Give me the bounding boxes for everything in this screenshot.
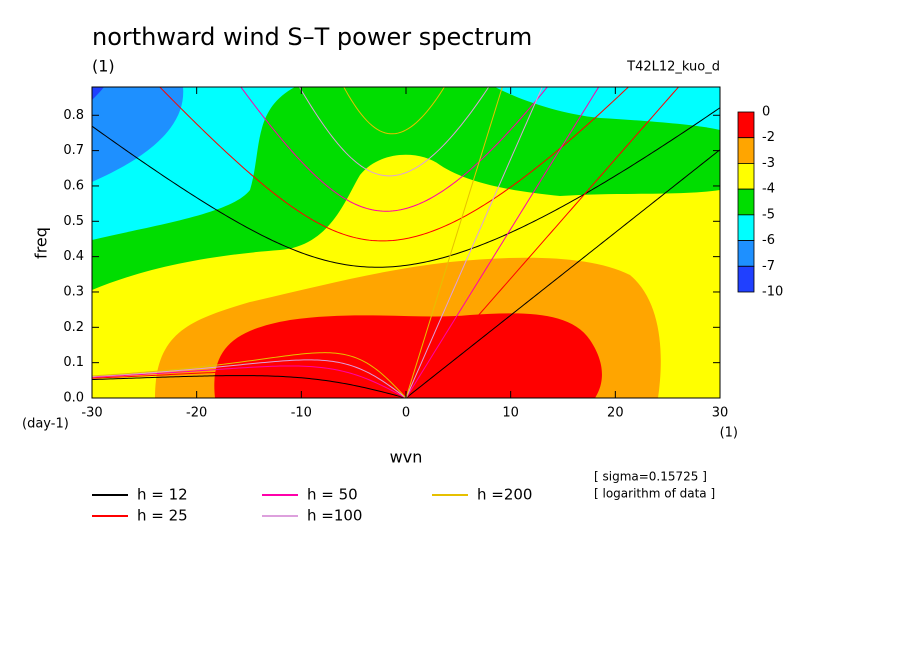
y-tick-label: 0.6 — [63, 178, 84, 193]
colorbar-box — [737, 214, 755, 241]
plot-area — [92, 87, 720, 398]
colorbar-label: -7 — [762, 259, 775, 274]
dispersion-curve — [405, 87, 680, 398]
colorbar-label: 0 — [762, 105, 770, 120]
legend-label: h = 50 — [307, 486, 358, 504]
legend-label: h =100 — [307, 507, 362, 525]
y-tick-label: 0.0 — [63, 391, 84, 406]
y-unit: (day-1) — [22, 417, 69, 432]
x-tick-label: 20 — [607, 406, 624, 421]
x-unit: (1) — [720, 426, 738, 441]
colorbar-label: -6 — [762, 233, 775, 248]
legend-label: h =200 — [477, 486, 532, 504]
colorbar-box — [737, 111, 755, 139]
colorbar-box — [737, 188, 755, 216]
colorbar-label: -3 — [762, 156, 775, 171]
x-axis-label: wvn — [390, 448, 423, 467]
colorbar-label: -4 — [762, 182, 775, 197]
run-label: T42L12_kuo_d — [626, 60, 720, 75]
colorbar-label: -10 — [762, 285, 783, 300]
dispersion-curve — [298, 87, 490, 177]
contour-fill — [92, 87, 104, 100]
colorbar-box — [737, 240, 755, 267]
dispersion-curve — [92, 352, 407, 398]
legend-label: h = 12 — [137, 486, 188, 504]
x-tick-label: -20 — [186, 406, 207, 421]
x-tick-label: -30 — [81, 406, 102, 421]
note: [ sigma=0.15725 ] — [594, 470, 707, 484]
y-tick-label: 0.7 — [63, 143, 84, 158]
y-axis-label: freq — [32, 227, 51, 259]
x-tick-label: 0 — [402, 406, 410, 421]
dispersion-curve — [405, 87, 600, 398]
y-tick-label: 0.8 — [63, 108, 84, 123]
y-tick-label: 0.2 — [63, 320, 84, 335]
colorbar-box — [737, 137, 755, 164]
chart-title: northward wind S–T power spectrum — [92, 23, 532, 51]
legend-label: h = 25 — [137, 507, 188, 525]
dispersion-curve — [343, 87, 445, 135]
subtitle: (1) — [92, 57, 115, 76]
y-tick-label: 0.5 — [63, 214, 84, 229]
dispersion-curve — [405, 149, 720, 398]
y-tick-label: 0.1 — [63, 355, 84, 370]
y-tick-label: 0.4 — [63, 249, 84, 264]
contour-fill — [214, 313, 602, 398]
colorbar-box — [737, 163, 755, 190]
dispersion-curve — [405, 87, 543, 398]
contour-fill — [92, 87, 184, 182]
colorbar-label: -5 — [762, 207, 775, 222]
dispersion-curve — [92, 375, 407, 398]
dispersion-curve — [92, 370, 407, 398]
x-tick-label: 30 — [712, 406, 729, 421]
y-tick-label: 0.3 — [63, 284, 84, 299]
dispersion-curve — [159, 87, 630, 242]
colorbar-box — [737, 265, 755, 293]
dispersion-curve — [92, 107, 720, 268]
x-tick-label: 10 — [502, 406, 519, 421]
note: [ logarithm of data ] — [594, 487, 715, 501]
dispersion-curve — [92, 365, 407, 398]
dispersion-curve — [405, 87, 503, 398]
dispersion-curve — [92, 359, 407, 398]
colorbar-label: -2 — [762, 130, 775, 145]
dispersion-curve — [240, 87, 548, 212]
x-tick-label: -10 — [291, 406, 312, 421]
